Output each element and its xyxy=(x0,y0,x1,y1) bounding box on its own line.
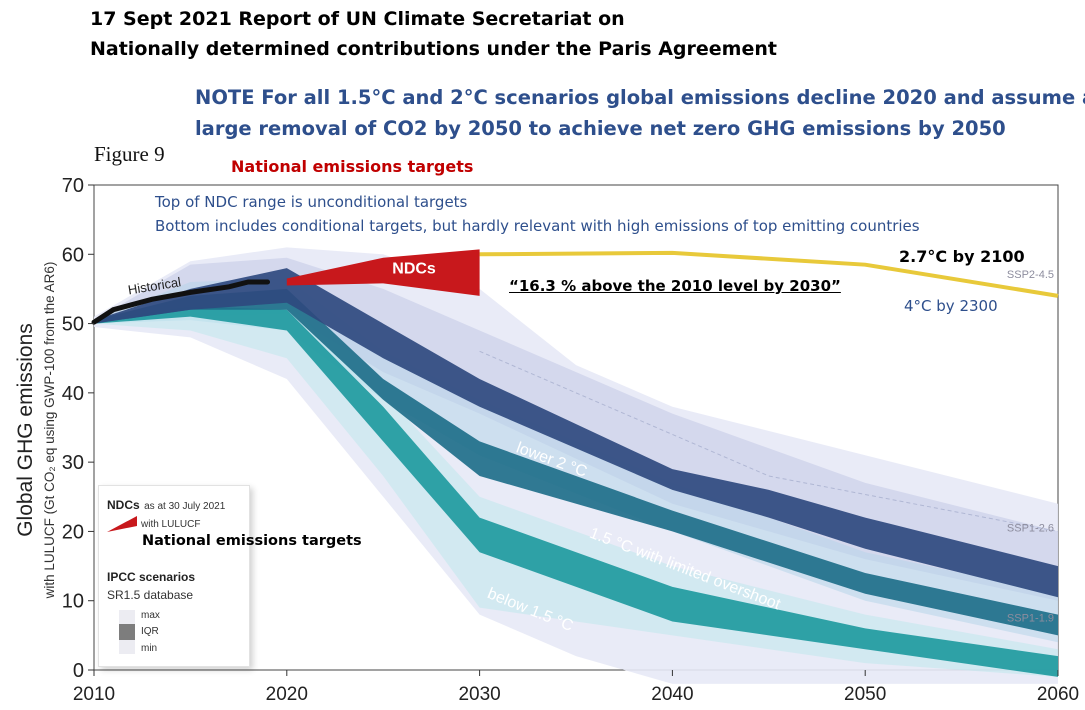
ndc-top-note: Top of NDC range is unconditional target… xyxy=(155,193,468,211)
y-tick-label-30: 30 xyxy=(62,452,84,474)
y-tick-label-70: 70 xyxy=(62,175,84,197)
legend: NDCs as at 30 July 2021 with LULUCF IPCC… xyxy=(98,485,250,667)
legend-max-label: max xyxy=(141,610,160,621)
legend-ndcs-label: NDCs xyxy=(107,498,140,512)
scenario-bands xyxy=(94,257,1058,677)
national-targets-legend-label: National emissions targets xyxy=(142,533,362,549)
y-axis-subtitle: with LULUCF (Gt CO₂ eq using GWP-100 fro… xyxy=(42,262,57,600)
legend-iqr-swatch xyxy=(119,624,135,640)
x-tick-label-2030: 2030 xyxy=(458,684,500,705)
report-title-line-1: 17 Sept 2021 Report of UN Climate Secret… xyxy=(90,8,625,30)
legend-database: SR1.5 database xyxy=(107,588,194,602)
legend-ndcs-date: as at 30 July 2021 xyxy=(144,501,226,512)
legend-with-lulucf: with LULUCF xyxy=(141,519,201,530)
national-targets-heading: National emissions targets xyxy=(231,157,474,176)
note-line-2: large removal of CO2 by 2050 to achieve … xyxy=(195,117,1006,140)
x-tick-label-2010: 2010 xyxy=(73,684,115,705)
temperature-2100-label: 2.7°C by 2100 xyxy=(899,247,1025,266)
ref-label-SSP1-1.9: SSP1-1.9 xyxy=(1007,613,1054,625)
ref-label-SSP1-2.6: SSP1-2.6 xyxy=(1007,522,1054,534)
report-title-line-2: Nationally determined contributions unde… xyxy=(90,38,777,60)
legend-ipcc-title: IPCC scenarios xyxy=(107,570,196,584)
historical-line xyxy=(91,279,271,325)
y-tick-label-10: 10 xyxy=(62,591,84,613)
reference-lines: SSP2-4.5 SSP1-2.6 SSP1-1.9 xyxy=(479,250,1059,625)
y-tick-label-20: 20 xyxy=(62,521,84,543)
figure-label: Figure 9 xyxy=(94,142,165,166)
series-range-1 xyxy=(94,278,1058,643)
x-tick-label-2060: 2060 xyxy=(1037,684,1079,705)
y-axis-title: Global GHG emissions xyxy=(14,323,37,537)
legend-min-swatch xyxy=(119,640,135,654)
temperature-2300-label: 4°C by 2300 xyxy=(904,297,998,315)
x-tick-label-2020: 2020 xyxy=(266,684,308,705)
ndc-wedge xyxy=(286,249,480,296)
ndc-quote: “16.3 % above the 2010 level by 2030” xyxy=(509,277,841,295)
y-tick-label-50: 50 xyxy=(62,314,84,336)
series-iqr-1 xyxy=(94,288,1058,636)
legend-max-swatch xyxy=(119,610,135,624)
ndc-wedge-label: NDCs xyxy=(392,261,436,278)
y-tick-label-60: 60 xyxy=(62,244,84,266)
note-line-1: NOTE For all 1.5°C and 2°C scenarios glo… xyxy=(195,86,1085,109)
ndc-bottom-note: Bottom includes conditional targets, but… xyxy=(155,217,920,235)
ssp2-4.5-line xyxy=(479,250,1059,298)
legend-ndc-wedge-swatch xyxy=(107,516,137,532)
y-tick-label-40: 40 xyxy=(62,383,84,405)
ndc-wedge-group: NDCs xyxy=(286,249,480,296)
legend-iqr-label: IQR xyxy=(141,626,159,637)
series-range-2 xyxy=(94,295,1058,677)
ref-label-SSP2-4.5: SSP2-4.5 xyxy=(1007,269,1054,281)
x-tick-label-2050: 2050 xyxy=(844,684,886,705)
legend-ndcs-heading: NDCs as at 30 July 2021 xyxy=(107,496,225,514)
legend-min-label: min xyxy=(141,643,158,654)
series-iqr-0 xyxy=(94,268,1058,598)
x-tick-label-2040: 2040 xyxy=(651,684,693,705)
y-tick-label-0: 0 xyxy=(73,660,84,682)
ssp1-2.6-line xyxy=(479,350,1059,532)
